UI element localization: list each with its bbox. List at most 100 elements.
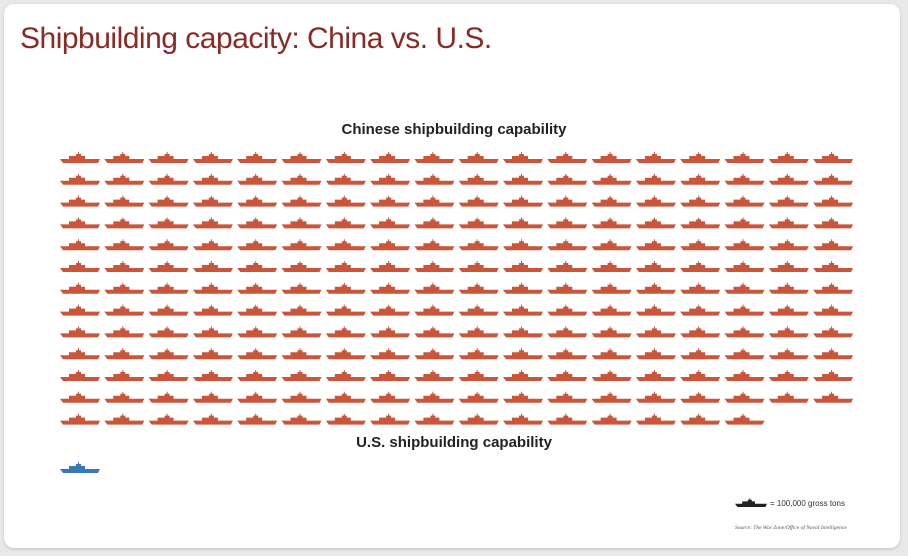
china-ship-icon xyxy=(60,370,100,381)
china-ship-icon xyxy=(281,413,322,425)
china-ship-icon xyxy=(237,239,278,251)
china-ship-icon xyxy=(547,173,588,185)
china-ship-icon xyxy=(813,217,854,229)
china-ship-icon xyxy=(281,370,322,381)
china-ship-icon xyxy=(281,239,322,251)
china-ship-icon xyxy=(635,326,676,338)
china-ship-icon xyxy=(104,195,145,207)
china-ship-icon xyxy=(414,239,455,251)
china-ship-icon xyxy=(370,152,411,163)
china-ship-icon xyxy=(414,304,455,316)
china-ship-icon xyxy=(724,326,765,338)
china-ship-icon xyxy=(547,282,588,294)
china-ship-icon xyxy=(724,261,765,272)
china-ship-icon xyxy=(768,391,809,403)
china-ship-icon xyxy=(414,217,455,229)
source-note: Source: The War Zone/Office of Naval Int… xyxy=(735,525,847,531)
china-ship-icon xyxy=(547,239,588,251)
china-ship-icon xyxy=(60,282,100,294)
china-ship-icon xyxy=(192,261,233,272)
china-ship-icon xyxy=(503,282,543,294)
china-ship-icon xyxy=(192,391,233,403)
china-ship-icon xyxy=(281,195,322,207)
china-ship-icon xyxy=(458,304,499,316)
china-ship-icon xyxy=(325,173,366,185)
china-ship-icon xyxy=(680,304,721,316)
china-ship-icon xyxy=(370,326,411,338)
china-ship-icon xyxy=(813,152,854,163)
china-ship-icon xyxy=(503,173,543,185)
china-ship-icon xyxy=(591,348,632,360)
china-ship-icon xyxy=(813,304,854,316)
china-ship-icon xyxy=(104,391,145,403)
china-ship-icon xyxy=(60,304,100,316)
china-ship-icon xyxy=(768,261,809,272)
ship-icon xyxy=(735,498,767,507)
china-ship-icon xyxy=(325,282,366,294)
china-ship-icon xyxy=(104,217,145,229)
china-ship-icon xyxy=(591,239,632,251)
china-ship-icon xyxy=(768,173,809,185)
china-ship-icon xyxy=(724,391,765,403)
china-ship-icon xyxy=(635,282,676,294)
china-ship-icon xyxy=(60,391,100,403)
china-ship-icon xyxy=(680,413,721,425)
china-ship-icon xyxy=(325,348,366,360)
china-ship-icon xyxy=(591,152,632,163)
china-ship-icon xyxy=(370,195,411,207)
china-ship-icon xyxy=(503,391,543,403)
china-ship-icon xyxy=(724,282,765,294)
china-ship-icon xyxy=(503,261,543,272)
china-ship-icon xyxy=(458,261,499,272)
china-ship-icon xyxy=(192,326,233,338)
china-ship-icon xyxy=(237,261,278,272)
china-ship-icon xyxy=(192,195,233,207)
china-ship-icon xyxy=(281,391,322,403)
china-ship-icon xyxy=(768,304,809,316)
china-ship-icon xyxy=(414,173,455,185)
china-ship-icon xyxy=(104,239,145,251)
china-ship-icon xyxy=(680,370,721,381)
china-ship-icon xyxy=(414,282,455,294)
china-ship-icon xyxy=(547,413,588,425)
china-ship-icon xyxy=(635,239,676,251)
china-ship-icon xyxy=(237,282,278,294)
china-ship-icon xyxy=(104,261,145,272)
china-ship-icon xyxy=(148,326,189,338)
china-ship-icon xyxy=(281,152,322,163)
china-ship-icon xyxy=(148,195,189,207)
china-chart-title: Chinese shipbuilding capability xyxy=(341,121,567,138)
china-ship-icon xyxy=(724,239,765,251)
china-ship-icon xyxy=(370,239,411,251)
china-ship-icon xyxy=(60,413,100,425)
china-ship-icon xyxy=(547,152,588,163)
china-ship-icon xyxy=(237,413,278,425)
china-ship-icon xyxy=(503,413,543,425)
china-ship-icon xyxy=(60,173,100,185)
china-ship-icon xyxy=(635,217,676,229)
china-ship-icon xyxy=(503,304,543,316)
china-ship-icon xyxy=(325,304,366,316)
china-ship-icon xyxy=(325,326,366,338)
china-ship-icon xyxy=(503,217,543,229)
china-ship-icon xyxy=(370,413,411,425)
china-ship-icon xyxy=(680,173,721,185)
china-ship-icon xyxy=(370,217,411,229)
china-ship-icon xyxy=(591,391,632,403)
china-ship-icon xyxy=(547,261,588,272)
china-ship-icon xyxy=(370,282,411,294)
china-ship-icon xyxy=(60,195,100,207)
china-ship-icon xyxy=(370,348,411,360)
china-ship-icon xyxy=(414,326,455,338)
china-ship-icon xyxy=(370,304,411,316)
china-ship-icon xyxy=(503,195,543,207)
china-ship-icon xyxy=(591,413,632,425)
china-ship-icon xyxy=(458,326,499,338)
china-ship-icon xyxy=(768,217,809,229)
china-ship-icon xyxy=(281,217,322,229)
china-ship-icon xyxy=(237,326,278,338)
china-ship-icon xyxy=(60,261,100,272)
china-ship-icon xyxy=(192,217,233,229)
china-ship-icon xyxy=(724,195,765,207)
